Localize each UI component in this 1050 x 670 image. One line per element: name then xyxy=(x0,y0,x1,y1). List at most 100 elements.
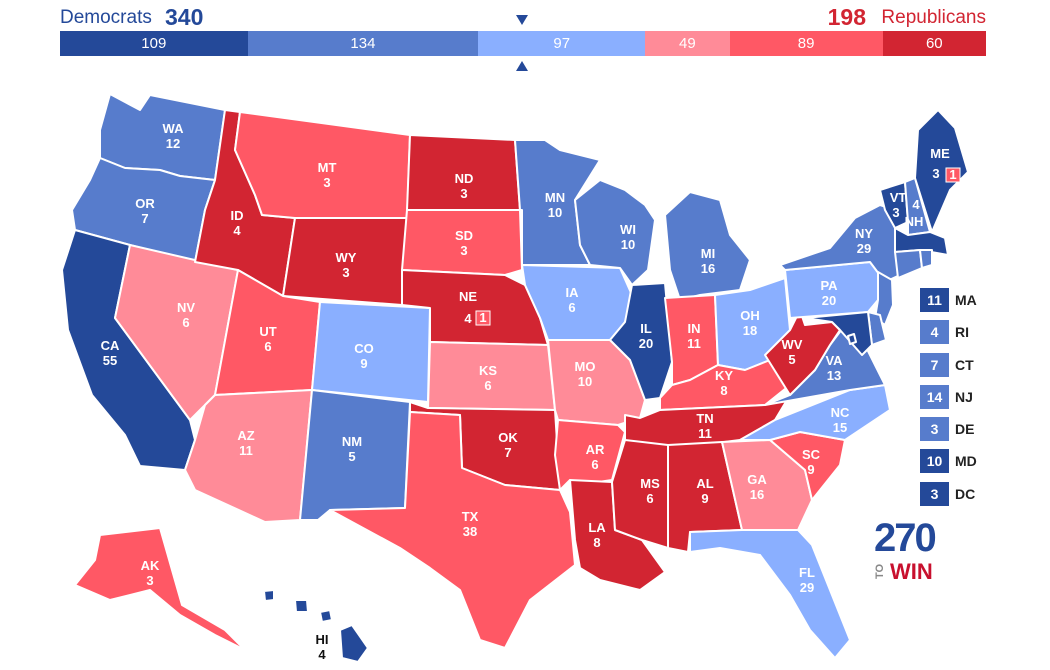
logo-win: WIN xyxy=(890,559,933,584)
legend-ev-box[interactable]: 11 xyxy=(920,288,949,312)
label-mi: MI 16 xyxy=(701,246,715,276)
legend-ev-box[interactable]: 4 xyxy=(920,320,949,344)
electoral-summary-bar: 109 134 97 49 89 60 xyxy=(60,31,986,56)
legend-row-nj[interactable]: 14 NJ xyxy=(920,385,1020,411)
label-az: AZ 11 xyxy=(237,428,254,458)
summary-bar-segment: 109 xyxy=(60,31,248,56)
label-ne-district: 1 xyxy=(479,310,486,325)
legend-state-abbr: DE xyxy=(955,421,975,437)
label-ia: IA 6 xyxy=(566,285,580,315)
label-ak: AK 3 xyxy=(141,558,160,588)
label-nh: NH xyxy=(905,214,924,229)
state-dc[interactable] xyxy=(847,333,857,345)
label-hi: HI 4 xyxy=(316,632,329,662)
state-hi-oahu[interactable] xyxy=(294,599,309,613)
legend-ev-box[interactable]: 14 xyxy=(920,385,949,409)
label-pa: PA 20 xyxy=(820,278,838,308)
label-vt: VT 3 xyxy=(890,190,907,220)
state-ms[interactable] xyxy=(611,439,669,549)
legend-row-ma[interactable]: 11 MA xyxy=(920,288,1020,314)
legend-row-ri[interactable]: 4 RI xyxy=(920,320,1020,346)
state-nc[interactable] xyxy=(739,384,891,441)
label-ne: NE 4 xyxy=(459,289,477,326)
label-ok: OK 7 xyxy=(498,430,518,460)
label-il: IL 20 xyxy=(639,321,653,351)
summary-bar-segment: 89 xyxy=(729,31,883,56)
state-fl[interactable] xyxy=(689,529,851,659)
label-mt: MT 3 xyxy=(318,160,337,190)
state-mi[interactable] xyxy=(664,191,751,301)
label-me: ME 3 xyxy=(930,146,950,181)
logo-to: TO xyxy=(874,563,886,579)
label-ga: GA 16 xyxy=(747,472,767,502)
state-tx[interactable] xyxy=(329,411,576,649)
label-tx: TX 38 xyxy=(462,509,479,539)
label-nh-ev: 4 xyxy=(912,197,920,212)
totals-header: Democrats 340 198 Republicans xyxy=(60,4,986,30)
label-va: VA 13 xyxy=(825,353,843,383)
state-md[interactable] xyxy=(804,311,873,356)
ne-district-badge xyxy=(475,310,491,326)
label-la: LA 8 xyxy=(588,520,606,550)
label-sc: SC 9 xyxy=(802,447,821,477)
label-mn: MN 10 xyxy=(545,190,565,220)
legend-state-abbr: MA xyxy=(955,292,977,308)
label-nv: NV 6 xyxy=(177,300,195,330)
democrats-label: Democrats xyxy=(60,7,152,28)
legend-row-ct[interactable]: 7 CT xyxy=(920,353,1020,379)
label-wy: WY 3 xyxy=(336,250,357,280)
republicans-total: 198 xyxy=(827,4,866,30)
state-sd[interactable] xyxy=(401,209,523,276)
state-vt[interactable] xyxy=(879,181,909,229)
state-ri[interactable] xyxy=(919,249,933,269)
summary-bar-segment: 60 xyxy=(882,31,986,56)
legend-state-abbr: NJ xyxy=(955,389,973,405)
label-nm: NM 5 xyxy=(342,434,362,464)
state-me[interactable] xyxy=(914,109,969,233)
legend-row-de[interactable]: 3 DE xyxy=(920,417,1020,443)
legend-state-abbr: MD xyxy=(955,453,977,469)
label-id: ID 4 xyxy=(231,208,244,238)
label-ks: KS 6 xyxy=(479,363,497,393)
label-co: CO 9 xyxy=(354,341,374,371)
legend-ev-box[interactable]: 3 xyxy=(920,417,949,441)
legend-state-abbr: CT xyxy=(955,357,974,373)
label-ny: NY 29 xyxy=(855,226,873,256)
legend-ev-box[interactable]: 7 xyxy=(920,353,949,377)
legend-ev-box[interactable]: 3 xyxy=(920,482,949,506)
label-in: IN 11 xyxy=(687,321,701,351)
summary-bar-segment: 49 xyxy=(645,31,730,56)
state-wi[interactable] xyxy=(574,179,656,286)
label-nd: ND 3 xyxy=(455,171,474,201)
label-sd: SD 3 xyxy=(455,228,473,258)
state-ak[interactable] xyxy=(74,527,246,651)
majority-marker-top-icon xyxy=(516,15,528,25)
label-wa: WA 12 xyxy=(163,121,185,151)
label-nc: NC 15 xyxy=(831,405,850,435)
label-or: OR 7 xyxy=(135,196,155,226)
label-ut: UT 6 xyxy=(259,324,276,354)
label-mo: MO 10 xyxy=(575,359,596,389)
legend-ev-box[interactable]: 10 xyxy=(920,449,949,473)
label-ky: KY 8 xyxy=(715,368,733,398)
me-district-badge xyxy=(945,167,961,183)
label-wv: WV 5 xyxy=(782,337,803,367)
label-ca: CA 55 xyxy=(101,338,120,368)
270towin-logo[interactable]: 270 TO WIN xyxy=(874,516,944,584)
state-nj[interactable] xyxy=(874,271,894,326)
label-ar: AR 6 xyxy=(586,442,605,472)
democrats-total: 340 xyxy=(165,4,204,30)
state-hi-maui[interactable] xyxy=(319,609,333,623)
label-me-district: 1 xyxy=(949,167,956,182)
legend-row-md[interactable]: 10 MD xyxy=(920,449,1020,475)
summary-bar-segment: 134 xyxy=(247,31,479,56)
state-hi[interactable] xyxy=(339,624,369,663)
logo-number: 270 xyxy=(874,516,937,560)
state-hi-kauai[interactable] xyxy=(263,589,275,602)
label-tn: TN 11 xyxy=(696,411,713,441)
legend-row-dc[interactable]: 3 DC xyxy=(920,482,1020,508)
label-oh: OH 18 xyxy=(740,308,760,338)
state-ct[interactable] xyxy=(894,249,923,279)
label-wi: WI 10 xyxy=(620,222,636,252)
